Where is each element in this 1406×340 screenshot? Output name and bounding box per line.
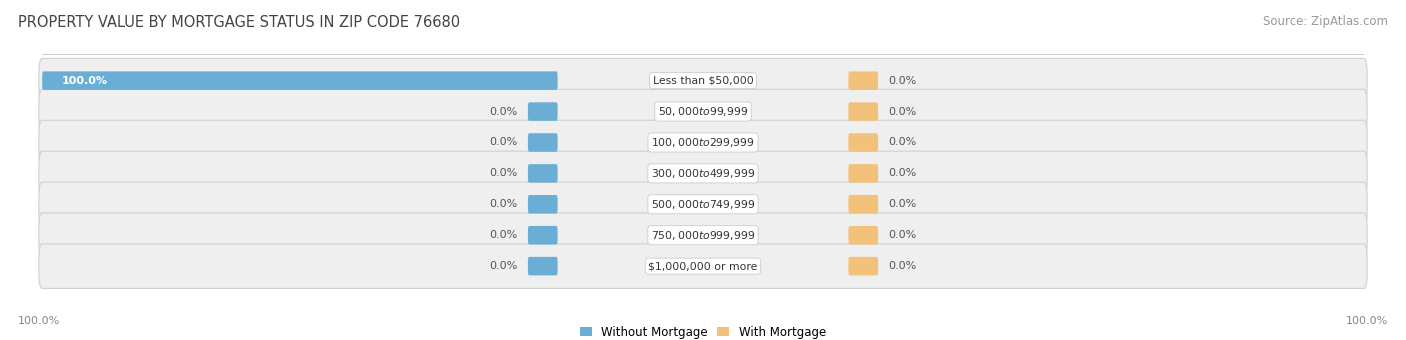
FancyBboxPatch shape — [39, 182, 1367, 226]
Text: 0.0%: 0.0% — [889, 76, 917, 86]
FancyBboxPatch shape — [42, 71, 558, 90]
Text: 0.0%: 0.0% — [489, 168, 517, 179]
Legend: Without Mortgage, With Mortgage: Without Mortgage, With Mortgage — [581, 326, 825, 339]
FancyBboxPatch shape — [39, 244, 1367, 288]
FancyBboxPatch shape — [848, 71, 879, 90]
Text: 100.0%: 100.0% — [62, 76, 108, 86]
FancyBboxPatch shape — [527, 195, 558, 214]
FancyBboxPatch shape — [527, 164, 558, 183]
Text: 0.0%: 0.0% — [889, 106, 917, 117]
Text: 0.0%: 0.0% — [489, 199, 517, 209]
FancyBboxPatch shape — [39, 213, 1367, 257]
FancyBboxPatch shape — [39, 89, 1367, 134]
Text: PROPERTY VALUE BY MORTGAGE STATUS IN ZIP CODE 76680: PROPERTY VALUE BY MORTGAGE STATUS IN ZIP… — [18, 15, 460, 30]
Text: $500,000 to $749,999: $500,000 to $749,999 — [651, 198, 755, 211]
FancyBboxPatch shape — [527, 257, 558, 275]
FancyBboxPatch shape — [39, 151, 1367, 196]
Text: $750,000 to $999,999: $750,000 to $999,999 — [651, 229, 755, 242]
FancyBboxPatch shape — [848, 133, 879, 152]
Text: 0.0%: 0.0% — [889, 230, 917, 240]
Text: 0.0%: 0.0% — [489, 106, 517, 117]
FancyBboxPatch shape — [39, 120, 1367, 165]
FancyBboxPatch shape — [848, 102, 879, 121]
Text: 0.0%: 0.0% — [889, 168, 917, 179]
Text: $100,000 to $299,999: $100,000 to $299,999 — [651, 136, 755, 149]
FancyBboxPatch shape — [527, 133, 558, 152]
Text: $1,000,000 or more: $1,000,000 or more — [648, 261, 758, 271]
FancyBboxPatch shape — [527, 226, 558, 244]
FancyBboxPatch shape — [848, 257, 879, 275]
FancyBboxPatch shape — [39, 58, 1367, 103]
FancyBboxPatch shape — [848, 195, 879, 214]
FancyBboxPatch shape — [848, 226, 879, 244]
Text: 100.0%: 100.0% — [1346, 316, 1388, 326]
FancyBboxPatch shape — [527, 102, 558, 121]
Text: 0.0%: 0.0% — [889, 261, 917, 271]
Text: 100.0%: 100.0% — [18, 316, 60, 326]
Text: 0.0%: 0.0% — [489, 261, 517, 271]
FancyBboxPatch shape — [848, 164, 879, 183]
Text: $50,000 to $99,999: $50,000 to $99,999 — [658, 105, 748, 118]
Text: 0.0%: 0.0% — [889, 137, 917, 148]
Text: 0.0%: 0.0% — [489, 137, 517, 148]
Text: Source: ZipAtlas.com: Source: ZipAtlas.com — [1263, 15, 1388, 28]
Text: $300,000 to $499,999: $300,000 to $499,999 — [651, 167, 755, 180]
Text: Less than $50,000: Less than $50,000 — [652, 76, 754, 86]
Text: 0.0%: 0.0% — [489, 230, 517, 240]
Text: 0.0%: 0.0% — [889, 199, 917, 209]
